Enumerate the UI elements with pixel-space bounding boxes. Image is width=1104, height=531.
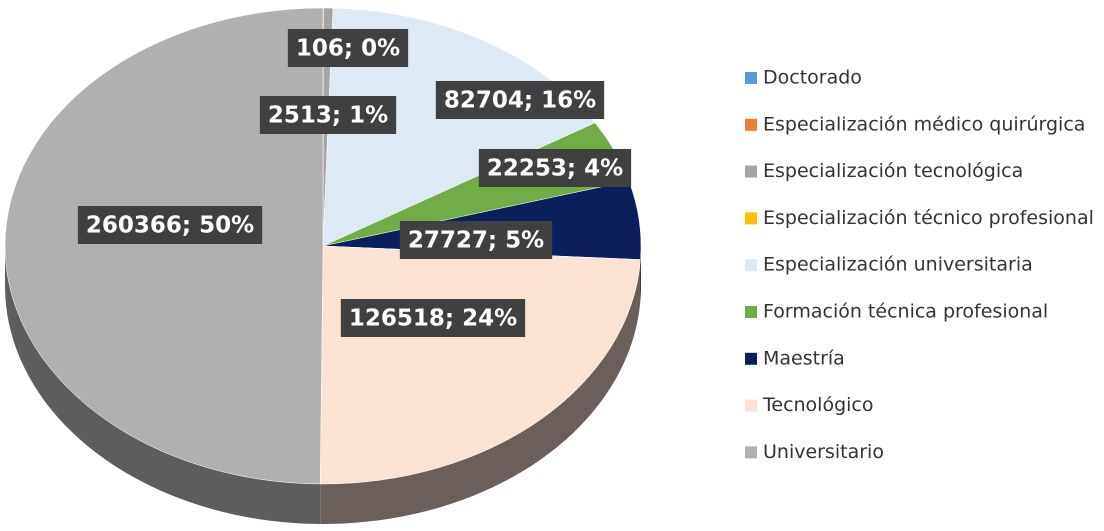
legend-swatch [745, 212, 757, 225]
data-label-box [259, 96, 397, 134]
legend-label: Maestría [763, 347, 845, 369]
legend-swatch [745, 165, 757, 178]
legend-label: Doctorado [763, 67, 862, 89]
legend-label: Tecnológico [762, 394, 874, 416]
data-label-box [478, 149, 632, 187]
legend-swatch [745, 118, 757, 131]
legend-swatch [745, 259, 757, 272]
legend-swatch [745, 446, 757, 459]
data-label-box [287, 29, 409, 67]
data-label: 260366; 50% [77, 206, 263, 244]
data-label: 22253; 4% [478, 149, 632, 187]
data-label-box [77, 206, 263, 244]
slice-side [320, 259, 641, 524]
legend-label: Especialización universitaria [763, 254, 1033, 276]
data-label-box [435, 81, 605, 119]
data-label-text: 2513; 1% [268, 103, 388, 129]
legend-label: Formación técnica profesional [763, 301, 1048, 323]
slice [319, 245, 641, 485]
legend-swatch [745, 352, 757, 365]
data-label-text: 82704; 16% [444, 88, 596, 114]
data-label-box [340, 299, 526, 337]
data-label-box [399, 221, 553, 259]
legend-label: Especialización tecnológica [763, 160, 1023, 182]
slice-side [5, 246, 321, 524]
data-label: 2513; 1% [259, 96, 397, 134]
legend-swatch [745, 306, 757, 318]
legend-label: Universitario [763, 441, 884, 463]
legend-label: Especialización técnico profesional [763, 207, 1094, 229]
data-label-text: 260366; 50% [86, 213, 254, 239]
data-label: 82704; 16% [435, 81, 605, 119]
data-label: 126518; 24% [340, 299, 526, 337]
slice [4, 7, 324, 485]
data-label-text: 27727; 5% [408, 228, 544, 254]
data-label-text: 126518; 24% [349, 306, 517, 332]
data-label: 106; 0% [287, 29, 409, 67]
legend-swatch [745, 399, 757, 412]
data-label-text: 22253; 4% [487, 156, 623, 182]
legend-swatch [745, 72, 757, 84]
data-label: 27727; 5% [399, 221, 553, 259]
data-label-text: 106; 0% [296, 36, 400, 62]
legend-label: Especialización médico quirúrgica [763, 113, 1085, 135]
